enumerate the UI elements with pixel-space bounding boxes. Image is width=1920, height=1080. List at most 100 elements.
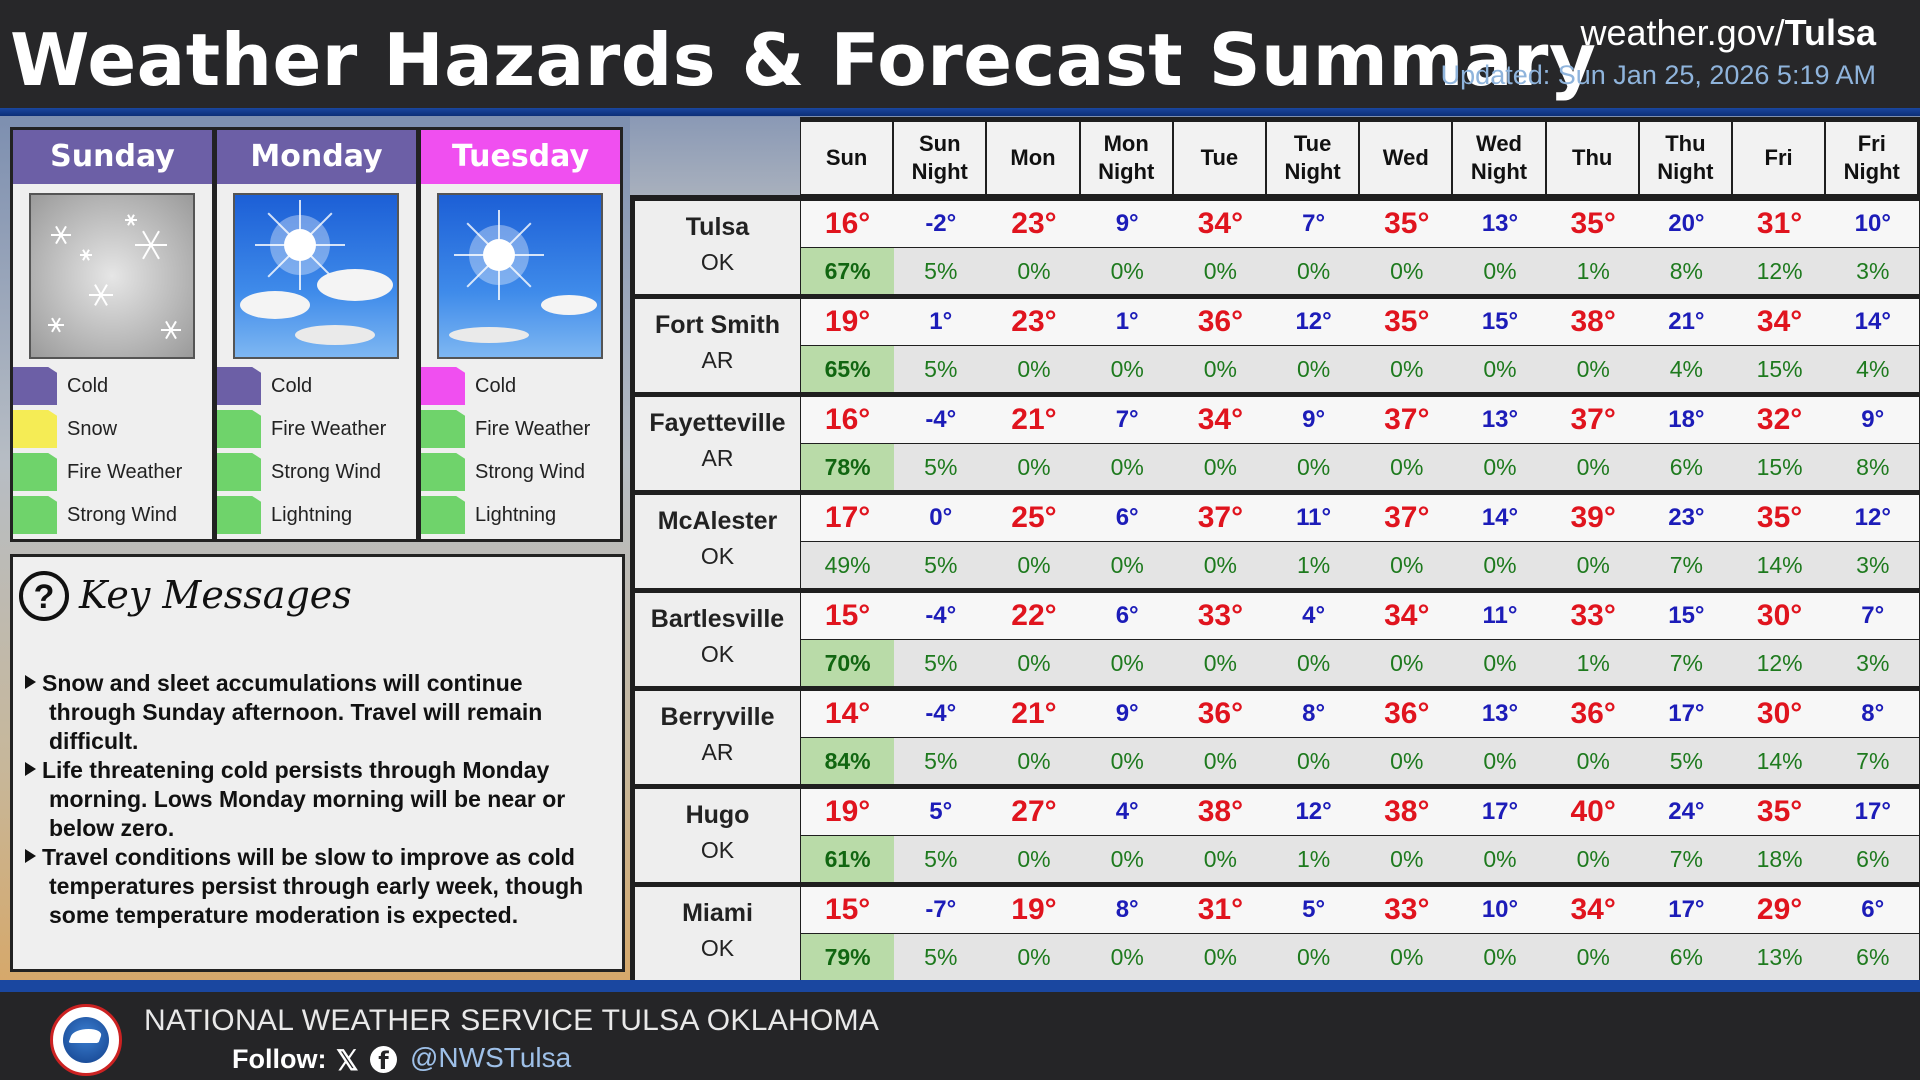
office-name: NATIONAL WEATHER SERVICE TULSA OKLAHOMA	[144, 1004, 880, 1037]
precip-cell: 0%	[987, 248, 1081, 294]
hazard-label: Strong Wind	[271, 461, 382, 483]
high-temp-cell: 34°	[1360, 593, 1454, 639]
facebook-icon[interactable]: f	[370, 1046, 397, 1075]
low-temp-cell: 9°	[1826, 397, 1920, 443]
key-messages-box: ? Key Messages Snow and sleet accumulati…	[10, 554, 625, 972]
low-temp-cell: 23°	[1639, 495, 1733, 541]
key-message-text: difficult.	[49, 728, 139, 754]
city-name: Tulsa	[685, 213, 750, 241]
key-message-text: temperatures persist through early week,…	[49, 873, 584, 899]
column-header: Thu	[1546, 122, 1638, 194]
x-icon[interactable]: 𝕏	[336, 1045, 359, 1076]
precip-cell: 0%	[1546, 444, 1640, 490]
precip-cell: 0%	[1080, 836, 1174, 882]
column-header-line: Thu	[1665, 131, 1706, 156]
high-temp-cell: 17°	[801, 495, 895, 541]
city-name: Fort Smith	[655, 311, 780, 339]
day-name: Tuesday	[421, 130, 620, 184]
high-temp-cell: 34°	[1546, 887, 1640, 933]
key-message-text: some temperature moderation is expected.	[49, 902, 519, 928]
high-temp-cell: 16°	[801, 201, 895, 247]
hazard-swatch	[13, 453, 57, 491]
precip-cell: 5%	[894, 738, 988, 784]
column-header-line: Night	[1843, 159, 1900, 184]
precip-cell: 0%	[1453, 542, 1547, 588]
hazard-swatch	[421, 453, 465, 491]
high-temp-cell: 35°	[1733, 789, 1827, 835]
city-name: Miami	[682, 899, 753, 927]
low-temp-cell: 12°	[1826, 495, 1920, 541]
column-header-line: Night	[1657, 159, 1714, 184]
high-temp-cell: 40°	[1546, 789, 1640, 835]
precip-cell: 8%	[1639, 248, 1733, 294]
hazard-label: Cold	[271, 375, 313, 397]
social-handle[interactable]: @NWSTulsa	[410, 1042, 572, 1073]
updated-timestamp: Updated: Sun Jan 25, 2026 5:19 AM	[1440, 60, 1876, 90]
hazard-swatch	[217, 410, 261, 448]
day-panel: Sunday Cold Snow Fire Weather Strong Wind	[10, 127, 215, 542]
low-temp-cell: 4°	[1080, 789, 1174, 835]
hazard-swatch	[13, 496, 57, 534]
footer-bar	[0, 992, 1920, 1080]
precip-cell: 6%	[1826, 836, 1920, 882]
low-temp-cell: 20°	[1639, 201, 1733, 247]
hazard-row: Strong Wind	[421, 451, 620, 491]
bullet-arrow-icon	[25, 675, 36, 689]
high-temp-cell: 36°	[1173, 299, 1267, 345]
high-temp-cell: 19°	[987, 887, 1081, 933]
high-temp-cell: 35°	[1546, 201, 1640, 247]
hazard-row: Strong Wind	[217, 451, 416, 491]
city-cell: Berryville AR	[635, 691, 800, 784]
high-temp-cell: 16°	[801, 397, 895, 443]
high-temp-cell: 19°	[801, 789, 895, 835]
precip-cell: 0%	[1360, 248, 1454, 294]
city-name: Fayetteville	[649, 409, 786, 437]
high-temp-cell: 22°	[987, 593, 1081, 639]
high-temp-cell: 34°	[1173, 201, 1267, 247]
precip-cell: 0%	[1360, 542, 1454, 588]
low-temp-cell: 14°	[1453, 495, 1547, 541]
precip-cell: 0%	[1453, 346, 1547, 392]
hazard-label: Strong Wind	[475, 461, 586, 483]
low-temp-cell: 24°	[1639, 789, 1733, 835]
low-temp-cell: 6°	[1080, 593, 1174, 639]
precip-cell: 4%	[1826, 346, 1920, 392]
precip-cell: 0%	[987, 836, 1081, 882]
precip-cell: 67%	[801, 248, 895, 294]
precip-cell: 0%	[987, 346, 1081, 392]
high-temp-cell: 30°	[1733, 691, 1827, 737]
city-state: OK	[700, 837, 735, 863]
table-corner	[630, 117, 800, 195]
low-temp-cell: 11°	[1453, 593, 1547, 639]
hazard-swatch	[421, 367, 465, 405]
column-header: Tue Night	[1267, 122, 1359, 194]
key-message-text: Travel conditions will be slow to improv…	[42, 844, 575, 870]
precip-cell: 0%	[1267, 934, 1361, 980]
precip-cell: 0%	[1173, 542, 1267, 588]
column-header: Wed	[1360, 122, 1452, 194]
key-message-line: through Sunday afternoon. Travel will re…	[49, 698, 542, 727]
precip-cell: 3%	[1826, 640, 1920, 686]
high-temp-cell: 31°	[1733, 201, 1827, 247]
low-temp-cell: 5°	[894, 789, 988, 835]
low-temp-cell: 8°	[1267, 691, 1361, 737]
low-temp-cell: 8°	[1826, 691, 1920, 737]
precip-cell: 0%	[1546, 542, 1640, 588]
precip-cell: 0%	[987, 640, 1081, 686]
column-header-line: Thu	[1572, 145, 1613, 170]
site-link[interactable]: weather.gov/Tulsa	[1581, 12, 1877, 54]
hazard-swatch	[421, 496, 465, 534]
low-temp-cell: 17°	[1639, 691, 1733, 737]
precip-cell: 0%	[1453, 836, 1547, 882]
column-header-line: Sun	[825, 145, 868, 170]
high-temp-cell: 37°	[1173, 495, 1267, 541]
precip-cell: 15%	[1733, 444, 1827, 490]
precip-cell: 0%	[1453, 444, 1547, 490]
site-prefix: weather.gov/	[1580, 12, 1785, 53]
precip-cell: 0%	[1080, 738, 1174, 784]
precip-cell: 0%	[1080, 640, 1174, 686]
hazard-label: Lightning	[271, 504, 353, 526]
hazard-swatch	[421, 410, 465, 448]
precip-cell: 0%	[1546, 934, 1640, 980]
low-temp-cell: -4°	[894, 691, 988, 737]
